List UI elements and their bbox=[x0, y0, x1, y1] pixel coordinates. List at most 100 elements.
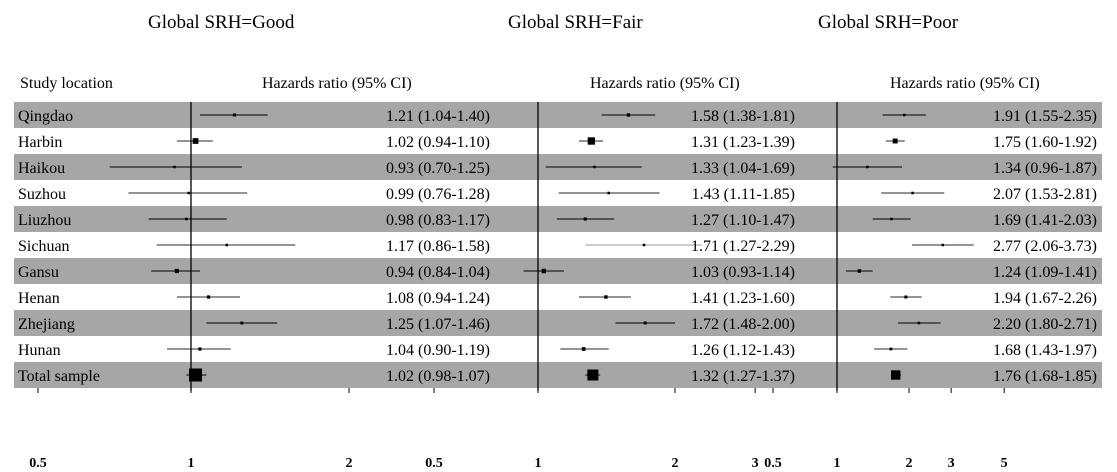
point-estimate bbox=[889, 347, 893, 351]
point-estimate bbox=[173, 165, 176, 169]
point-estimate bbox=[225, 243, 229, 247]
panel-title-fair: Global SRH=Fair bbox=[508, 12, 643, 33]
location-label: Sichuan bbox=[18, 238, 70, 255]
ci-value-label: 1.33 (1.04-1.69) bbox=[691, 160, 795, 177]
ci-value-label: 1.32 (1.27-1.37) bbox=[691, 368, 795, 385]
ci-value-labels: 1.21 (1.04-1.40) 1.02 (0.94-1.10) 0.93 (0.… bbox=[386, 108, 1097, 385]
ci-value-label: 1.76 (1.68-1.85) bbox=[993, 368, 1097, 385]
tick-label: 5 bbox=[1001, 456, 1008, 471]
point-estimate bbox=[917, 321, 921, 325]
point-estimate bbox=[642, 243, 646, 247]
ci-header-good: Hazards ratio (95% CI) bbox=[262, 75, 412, 92]
ci-value-label: 1.31 (1.23-1.39) bbox=[691, 134, 795, 151]
location-label: Hunan bbox=[18, 342, 61, 359]
row-band bbox=[14, 102, 1102, 128]
ci-value-label: 1.34 (0.96-1.87) bbox=[993, 160, 1097, 177]
panel-title-good: Global SRH=Good bbox=[148, 12, 295, 33]
location-label: Gansu bbox=[18, 264, 59, 281]
location-label: Haikou bbox=[18, 160, 65, 177]
point-estimate bbox=[891, 370, 901, 380]
location-labels: Qingdao Harbin Haikou Suzhou Liuzhou Sichuan G… bbox=[18, 108, 100, 385]
ci-value-label: 1.25 (1.07-1.46) bbox=[386, 316, 490, 333]
tick-label: 2 bbox=[672, 456, 679, 471]
ci-value-label: 1.91 (1.55-2.35) bbox=[993, 108, 1097, 125]
tick-label: 2 bbox=[346, 456, 353, 471]
tick-label: 3 bbox=[948, 456, 955, 471]
ci-value-label: 0.98 (0.83-1.17) bbox=[386, 212, 490, 229]
point-estimate bbox=[892, 138, 898, 144]
point-estimate bbox=[541, 268, 547, 274]
tick-label: 1 bbox=[834, 456, 841, 471]
panel-title-poor: Global SRH=Poor bbox=[818, 12, 959, 33]
ci-value-label: 1.58 (1.38-1.81) bbox=[691, 108, 795, 125]
tick-label: 0.5 bbox=[29, 456, 47, 471]
location-label: Harbin bbox=[18, 134, 62, 151]
ci-value-label: 1.69 (1.41-2.03) bbox=[993, 212, 1097, 229]
estimate-marks bbox=[109, 113, 974, 382]
ci-value-label: 1.43 (1.11-1.85) bbox=[692, 186, 795, 203]
tick-label: 0.5 bbox=[425, 456, 443, 471]
ci-value-label: 0.94 (0.84-1.04) bbox=[386, 264, 490, 281]
point-estimate bbox=[593, 165, 596, 169]
point-estimate bbox=[174, 268, 180, 274]
tick-label: 1 bbox=[188, 456, 195, 471]
ci-value-label: 2.77 (2.06-3.73) bbox=[993, 238, 1097, 255]
location-label: Total sample bbox=[18, 368, 100, 385]
location-label: Suzhou bbox=[18, 186, 66, 203]
ci-value-label: 1.41 (1.23-1.60) bbox=[691, 290, 795, 307]
axis-ticks: 0.5 1 2 0.5 1 2 3 0.5 1 2 3 5 bbox=[29, 388, 1008, 471]
ci-value-label: 1.21 (1.04-1.40) bbox=[386, 108, 490, 125]
point-estimate bbox=[890, 217, 893, 221]
point-estimate bbox=[607, 191, 610, 195]
ci-header-poor: Hazards ratio (95% CI) bbox=[890, 75, 1040, 92]
ci-value-label: 1.71 (1.27-2.29) bbox=[691, 238, 795, 255]
point-estimate bbox=[587, 369, 599, 381]
row-bands bbox=[14, 102, 1102, 388]
point-estimate bbox=[581, 347, 586, 351]
ci-value-label: 1.72 (1.48-2.00) bbox=[691, 316, 795, 333]
ci-value-label: 1.24 (1.09-1.41) bbox=[993, 264, 1097, 281]
point-estimate bbox=[604, 295, 608, 299]
point-estimate bbox=[904, 295, 908, 299]
ci-value-label: 0.93 (0.70-1.25) bbox=[386, 160, 490, 177]
point-estimate bbox=[866, 165, 869, 169]
point-estimate bbox=[626, 113, 631, 117]
tick-label: 3 bbox=[752, 456, 759, 471]
location-label: Henan bbox=[18, 290, 60, 307]
location-label: Zhejiang bbox=[18, 316, 75, 333]
point-estimate bbox=[941, 243, 945, 247]
ci-value-label: 2.07 (1.53-2.81) bbox=[993, 186, 1097, 203]
tick-label: 0.5 bbox=[764, 456, 782, 471]
point-estimate bbox=[240, 321, 244, 325]
ci-value-label: 0.99 (0.76-1.28) bbox=[386, 186, 490, 203]
tick-label: 2 bbox=[906, 456, 913, 471]
point-estimate bbox=[185, 217, 188, 221]
ci-value-label: 1.08 (0.94-1.24) bbox=[386, 290, 490, 307]
location-label: Qingdao bbox=[18, 108, 73, 125]
tick-label: 1 bbox=[535, 456, 542, 471]
ci-value-label: 1.27 (1.10-1.47) bbox=[691, 212, 795, 229]
point-estimate bbox=[206, 295, 211, 299]
point-estimate bbox=[187, 191, 190, 195]
ci-value-label: 2.20 (1.80-2.71) bbox=[993, 316, 1097, 333]
ci-value-label: 1.26 (1.12-1.43) bbox=[691, 342, 795, 359]
ci-value-label: 1.04 (0.90-1.19) bbox=[386, 342, 490, 359]
point-estimate bbox=[587, 137, 596, 145]
ci-value-label: 1.68 (1.43-1.97) bbox=[993, 342, 1097, 359]
point-estimate bbox=[192, 138, 199, 144]
ci-value-label: 1.02 (0.94-1.10) bbox=[386, 134, 490, 151]
point-estimate bbox=[857, 269, 862, 273]
row-header: Study location bbox=[20, 75, 113, 92]
point-estimate bbox=[232, 113, 236, 117]
ci-value-label: 1.75 (1.60-1.92) bbox=[993, 134, 1097, 151]
point-estimate bbox=[643, 321, 647, 325]
reference-lines bbox=[190, 102, 838, 391]
location-label: Liuzhou bbox=[18, 212, 71, 229]
ci-value-label: 1.03 (0.93-1.14) bbox=[691, 264, 795, 281]
ci-value-label: 1.94 (1.67-2.26) bbox=[993, 290, 1097, 307]
point-estimate bbox=[198, 347, 202, 351]
ci-value-label: 1.17 (0.86-1.58) bbox=[386, 238, 490, 255]
row-band bbox=[14, 362, 1102, 388]
point-estimate bbox=[902, 113, 906, 117]
